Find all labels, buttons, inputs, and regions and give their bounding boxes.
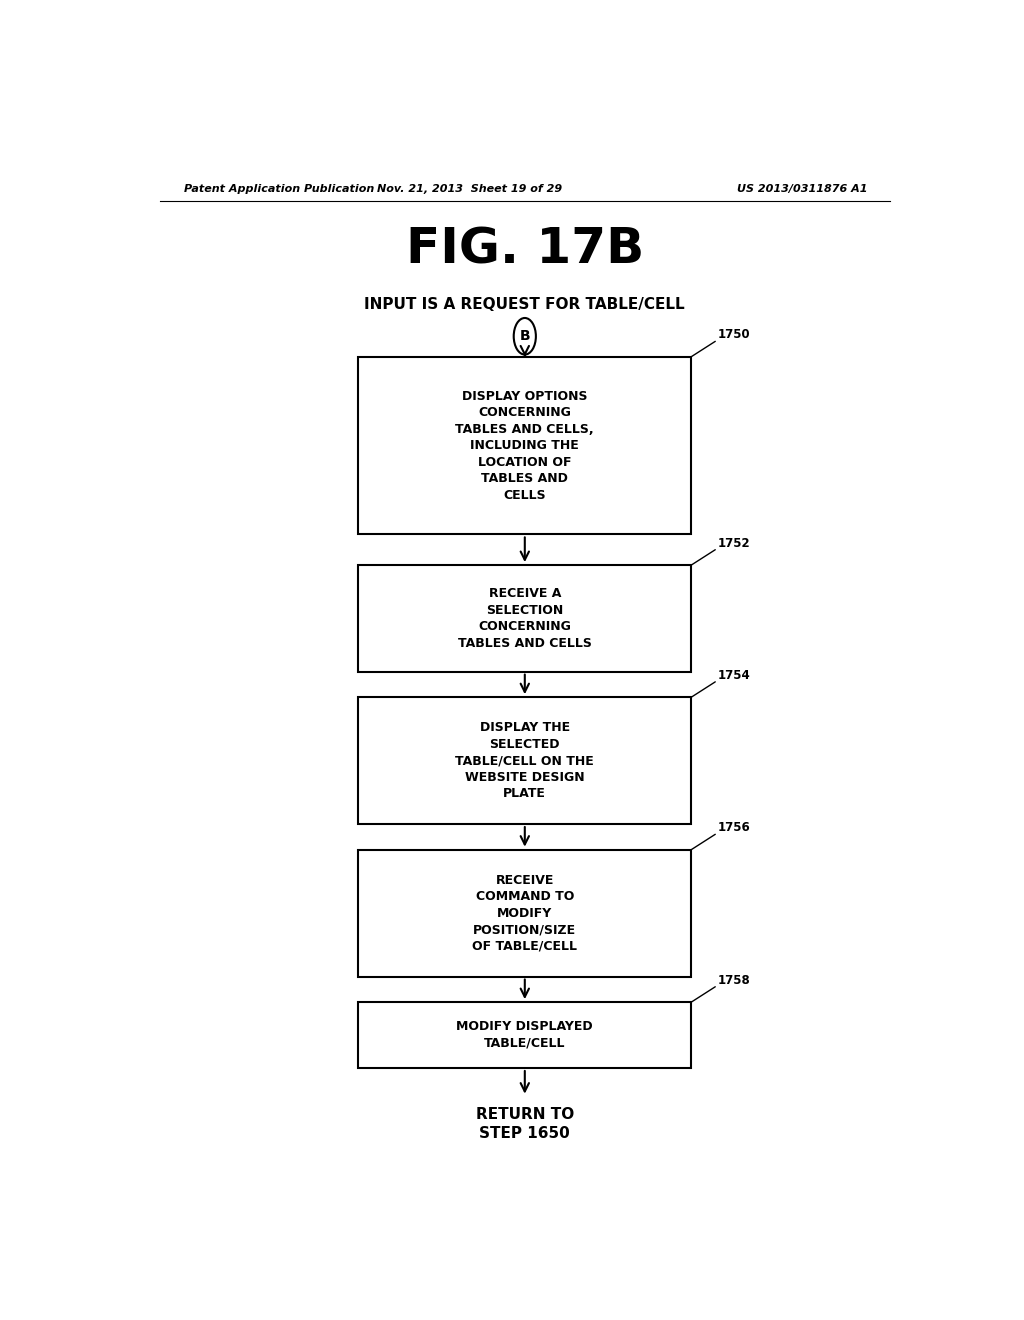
Text: FIG. 17B: FIG. 17B xyxy=(406,226,644,273)
Text: Patent Application Publication: Patent Application Publication xyxy=(183,183,374,194)
Bar xyxy=(358,356,691,535)
Text: DISPLAY OPTIONS
CONCERNING
TABLES AND CELLS,
INCLUDING THE
LOCATION OF
TABLES AN: DISPLAY OPTIONS CONCERNING TABLES AND CE… xyxy=(456,389,594,502)
Text: RETURN TO
STEP 1650: RETURN TO STEP 1650 xyxy=(476,1106,573,1142)
Text: 1758: 1758 xyxy=(718,974,751,987)
Text: INPUT IS A REQUEST FOR TABLE/CELL: INPUT IS A REQUEST FOR TABLE/CELL xyxy=(365,297,685,313)
Text: RECEIVE A
SELECTION
CONCERNING
TABLES AND CELLS: RECEIVE A SELECTION CONCERNING TABLES AN… xyxy=(458,587,592,649)
Text: 1750: 1750 xyxy=(718,329,751,342)
Bar xyxy=(358,565,691,672)
Text: 1754: 1754 xyxy=(718,669,751,682)
Text: RECEIVE
COMMAND TO
MODIFY
POSITION/SIZE
OF TABLE/CELL: RECEIVE COMMAND TO MODIFY POSITION/SIZE … xyxy=(472,874,578,953)
Bar xyxy=(358,1002,691,1068)
Bar xyxy=(358,697,691,824)
Text: US 2013/0311876 A1: US 2013/0311876 A1 xyxy=(737,183,867,194)
Text: 1752: 1752 xyxy=(718,537,751,549)
Text: MODIFY DISPLAYED
TABLE/CELL: MODIFY DISPLAYED TABLE/CELL xyxy=(457,1020,593,1049)
Text: 1756: 1756 xyxy=(718,821,751,834)
Text: Nov. 21, 2013  Sheet 19 of 29: Nov. 21, 2013 Sheet 19 of 29 xyxy=(377,183,562,194)
Text: B: B xyxy=(519,329,530,343)
Text: DISPLAY THE
SELECTED
TABLE/CELL ON THE
WEBSITE DESIGN
PLATE: DISPLAY THE SELECTED TABLE/CELL ON THE W… xyxy=(456,721,594,800)
Bar xyxy=(358,850,691,977)
